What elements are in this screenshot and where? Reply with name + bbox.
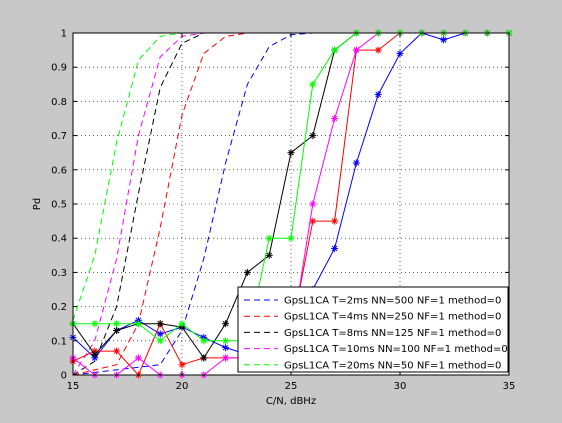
theoretical-curve	[72, 32, 509, 376]
series-marker	[243, 268, 251, 276]
series-marker	[287, 149, 295, 157]
series-marker	[200, 337, 208, 345]
legend-label: GpsL1CA T=10ms NN=100 NF=1 method=0	[284, 344, 508, 355]
legend-entry: GpsL1CA T=4ms NN=250 NF=1 method=0	[244, 312, 501, 323]
y-tick-label: 0.7	[51, 131, 67, 142]
x-axis-ticks: 15 20 25 30 35	[67, 33, 516, 392]
series-marker	[222, 354, 230, 362]
series-marker	[156, 337, 164, 345]
legend-entry: GpsL1CA T=10ms NN=100 NF=1 method=0	[244, 344, 508, 355]
y-tick-label: 0.6	[51, 165, 67, 176]
legend: GpsL1CA T=2ms NN=500 NF=1 method=0 GpsL1C…	[237, 286, 509, 373]
x-tick-label: 35	[503, 381, 516, 392]
series-marker	[113, 320, 121, 328]
series-marker	[287, 234, 295, 242]
legend-label: GpsL1CA T=8ms NN=125 NF=1 method=0	[284, 328, 501, 339]
y-tick-label: 0.2	[51, 302, 67, 313]
y-tick-label: 1	[61, 29, 67, 40]
legend-entry: GpsL1CA T=2ms NN=500 NF=1 method=0	[244, 296, 501, 307]
series-marker	[178, 320, 186, 328]
grid-lines	[73, 33, 509, 375]
y-tick-label: 0.5	[51, 200, 67, 211]
series-marker	[222, 337, 230, 345]
series-marker	[200, 354, 208, 362]
series-marker	[156, 320, 164, 328]
series-marker	[331, 46, 339, 54]
series-marker	[222, 344, 230, 352]
x-tick-label: 20	[176, 381, 189, 392]
series-marker	[113, 327, 121, 335]
series-marker	[91, 320, 99, 328]
series-marker	[352, 46, 360, 54]
series-marker	[91, 350, 99, 358]
y-tick-label: 0.3	[51, 268, 67, 279]
series-marker	[309, 80, 317, 88]
x-tick-label: 25	[285, 381, 298, 392]
series-marker	[331, 217, 339, 225]
series-marker	[309, 132, 317, 140]
series-marker	[352, 159, 360, 167]
series-marker	[440, 36, 448, 44]
series-marker	[265, 251, 273, 259]
y-tick-label: 0.4	[51, 234, 67, 245]
series-marker	[156, 330, 164, 338]
series-marker	[134, 320, 142, 328]
series-marker	[374, 46, 382, 54]
legend-label: GpsL1CA T=2ms NN=500 NF=1 method=0	[284, 296, 501, 307]
y-tick-label: 0.1	[51, 336, 67, 347]
series-marker	[309, 200, 317, 208]
x-tick-label: 15	[67, 381, 80, 392]
legend-box	[237, 286, 509, 373]
legend-label: GpsL1CA T=4ms NN=250 NF=1 method=0	[284, 312, 501, 323]
y-tick-label: 0.9	[51, 63, 67, 74]
series-marker	[331, 115, 339, 122]
theoretical-curve	[72, 32, 509, 376]
y-tick-label: 0	[61, 371, 67, 382]
series-marker	[113, 347, 121, 355]
series-marker	[222, 320, 230, 328]
x-axis-label: C/N, dBHz	[266, 396, 316, 407]
y-tick-label: 0.8	[51, 97, 67, 108]
legend-entry: GpsL1CA T=20ms NN=50 NF=1 method=0	[244, 360, 501, 371]
x-tick-label: 30	[394, 381, 407, 392]
series-marker	[374, 91, 382, 99]
series-marker	[178, 361, 186, 369]
series-marker	[265, 234, 273, 242]
legend-entry: GpsL1CA T=8ms NN=125 NF=1 method=0	[244, 328, 501, 339]
series-marker	[396, 50, 404, 58]
y-axis-label: Pd	[32, 198, 43, 210]
y-axis-ticks: 0 0.1 0.2 0.3 0.4 0.5 0.6 0.7 0.8 0.9 1	[51, 29, 509, 382]
legend-label: GpsL1CA T=20ms NN=50 NF=1 method=0	[284, 360, 501, 371]
series-marker	[134, 354, 142, 362]
series-marker	[331, 244, 339, 252]
